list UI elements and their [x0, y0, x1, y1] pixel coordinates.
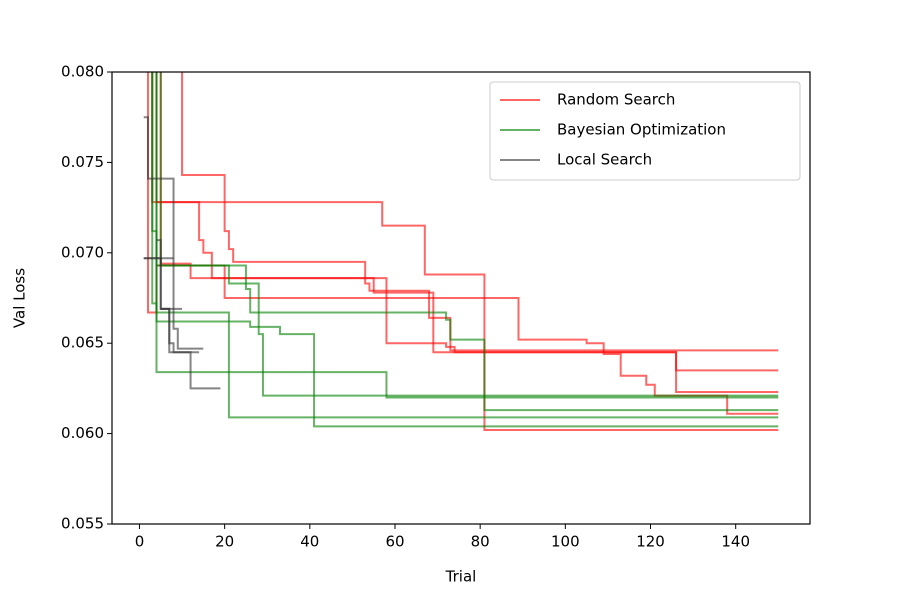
run-line	[155, 72, 779, 372]
y-tick-label: 0.080	[61, 63, 104, 81]
y-tick-label: 0.065	[61, 334, 104, 352]
y-tick-label: 0.055	[61, 515, 104, 533]
plot-area	[143, 72, 779, 431]
run-line	[143, 116, 204, 350]
x-tick-label: 60	[385, 533, 404, 551]
y-tick-label: 0.075	[61, 153, 104, 171]
x-tick-label: 20	[215, 533, 234, 551]
run-line	[151, 72, 779, 399]
run-line	[159, 72, 779, 412]
x-tick-label: 140	[721, 533, 750, 551]
x-tick-label: 80	[471, 533, 490, 551]
legend-label: Local Search	[557, 151, 652, 169]
run-line	[156, 239, 183, 310]
x-tick-label: 120	[636, 533, 665, 551]
run-line	[160, 307, 200, 354]
x-tick-label: 40	[300, 533, 319, 551]
run-line	[155, 72, 779, 428]
legend-label: Random Search	[557, 91, 675, 109]
run-line	[151, 72, 779, 419]
x-tick-label: 100	[551, 533, 580, 551]
legend-label: Bayesian Optimization	[557, 121, 726, 139]
run-line	[151, 72, 779, 431]
x-tick-label: 0	[135, 533, 145, 551]
run-line	[159, 72, 779, 394]
y-tick-label: 0.070	[61, 243, 104, 261]
legend-box	[489, 81, 801, 181]
x-axis-label: Trial	[445, 568, 477, 586]
y-tick-label: 0.060	[61, 424, 104, 442]
y-axis-label: Val Loss	[11, 268, 29, 328]
run-line	[155, 72, 779, 397]
axes-frame	[111, 71, 811, 525]
